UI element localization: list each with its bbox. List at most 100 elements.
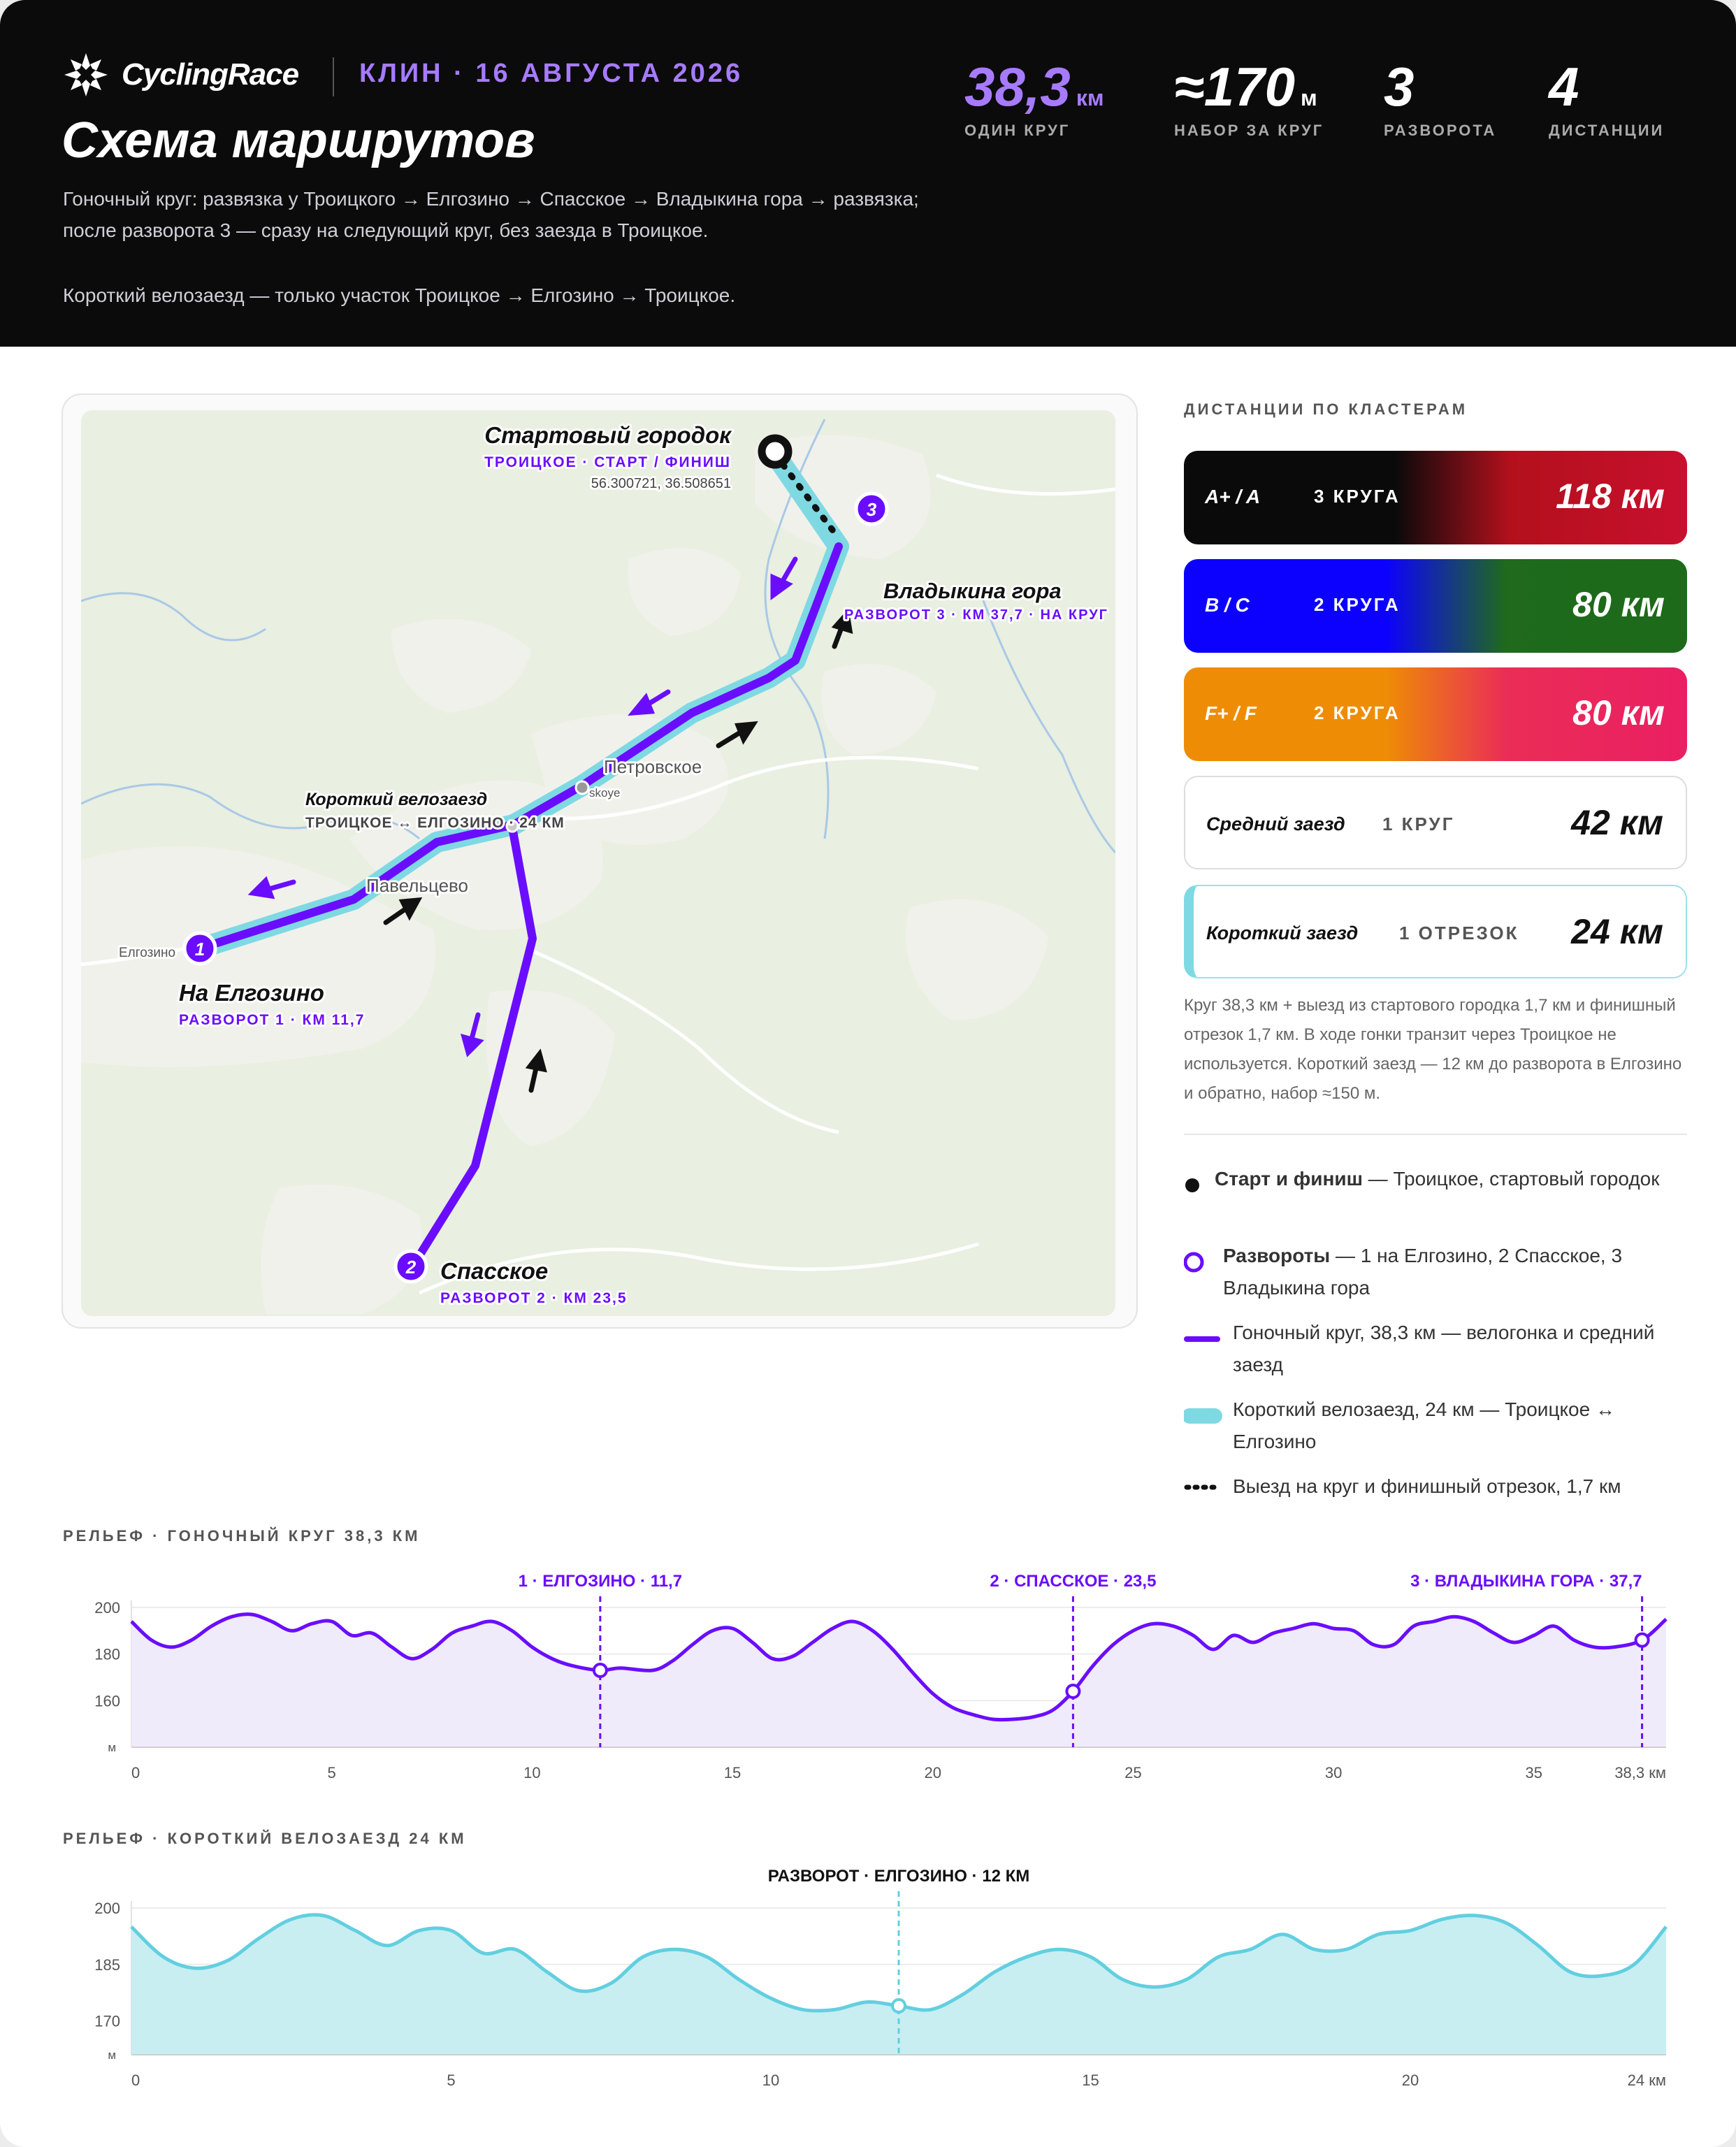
town-pavelcevo: Павельцево: [366, 875, 468, 896]
cluster-laps: 3 КРУГА: [1314, 486, 1401, 507]
turn-marker-number: 1: [195, 939, 205, 960]
x-tick-label: 24 км: [1628, 2072, 1666, 2089]
cluster-key: Короткий заезд: [1206, 923, 1359, 944]
x-tick-label: 0: [131, 2072, 140, 2089]
turn3-subtitle: РАЗВОРОТ 3 · КМ 37,7 · НА КРУГ: [844, 607, 1108, 623]
legend-divider: [1184, 1134, 1687, 1135]
transfer-line[interactable]: [772, 451, 842, 542]
elevation-area: [131, 1614, 1666, 1747]
header-divider: [333, 57, 334, 96]
legend-race-text: Гоночный круг, 38,3 км — велогонка и сре…: [1233, 1322, 1655, 1375]
x-tick-label: 5: [447, 2072, 455, 2089]
elevation-line: [130, 1612, 1668, 1722]
x-tick-label: 15: [724, 1764, 741, 1781]
turn-marker-point: [1065, 1684, 1081, 1699]
turn1-name: На Елгозино: [179, 980, 324, 1006]
stat-elevation: ≈170 м НАБОР ЗА КРУГ: [1174, 59, 1324, 140]
short-route-subtitle: ТРОИЦКОЕ ↔ ЕЛГОЗИНО · 24 КМ: [305, 815, 565, 831]
turn-marker-2[interactable]: 2: [393, 1249, 428, 1284]
cluster-distance: 80 км: [1572, 585, 1665, 624]
cluster-card-a[interactable]: A+ / A 3 КРУГА 118 км: [1184, 451, 1687, 544]
stat-label: ДИСТАНЦИИ: [1549, 122, 1665, 139]
legend-transfer-text: Выезд на круг и финишный отрезок, 1,7 км: [1233, 1475, 1621, 1497]
turn-marker-3[interactable]: 3: [854, 491, 889, 526]
y-tick-label: 185: [94, 1956, 120, 1974]
y-tick-label: 160: [94, 1692, 120, 1709]
brand-logo[interactable]: CyclingRace: [62, 50, 299, 99]
legend-short-route: Короткий велозаезд, 24 км — Троицкое ↔ Е…: [1184, 1394, 1687, 1458]
turn-marker-point: [592, 1663, 608, 1678]
cluster-key: F+ / F: [1205, 702, 1257, 724]
x-tick-label: 10: [523, 1764, 540, 1781]
cluster-card-medium[interactable]: Средний заезд 1 КРУГ 42 км: [1184, 776, 1687, 869]
event-info: КЛИН · 16 АВГУСТА 2026: [359, 59, 744, 88]
legend-start-finish: Старт и финиш — Троицкое, стартовый горо…: [1184, 1163, 1687, 1227]
legend-turns-bold: Развороты: [1223, 1245, 1331, 1266]
map-svg: 1 2 3 Стартовый городок ТРОИЦКОЕ · СТАРТ…: [81, 410, 1115, 1316]
x-tick-label: 0: [131, 1764, 140, 1781]
transfer-dots-icon: [1184, 1484, 1220, 1490]
cluster-card-short[interactable]: Короткий заезд 1 ОТРЕЗОК 24 км: [1184, 885, 1687, 978]
y-tick-label: 180: [94, 1646, 120, 1663]
x-tick-label: 20: [1402, 2072, 1419, 2089]
cluster-distance: 42 км: [1571, 803, 1663, 842]
cluster-laps: 1 КРУГ: [1382, 814, 1455, 834]
cluster-card-f[interactable]: F+ / F 2 КРУГА 80 км: [1184, 667, 1687, 761]
page-title: Схема маршрутов: [62, 113, 535, 168]
stat-label: РАЗВОРОТА: [1384, 122, 1497, 139]
elevation-short-title: РЕЛЬЕФ · КОРОТКИЙ ВЕЛОЗАЕЗД 24 КМ: [63, 1830, 467, 1847]
cluster-key: B / C: [1205, 594, 1250, 616]
legend-transfer: Выезд на круг и финишный отрезок, 1,7 км: [1184, 1470, 1687, 1505]
turn2-subtitle: РАЗВОРОТ 2 · КМ 23,5: [440, 1290, 628, 1306]
legend-start-bold: Старт и финиш: [1215, 1168, 1363, 1190]
town-elgozino: Елгозино: [119, 946, 175, 960]
stat-label: ОДИН КРУГ: [964, 122, 1071, 139]
turn-marker-point: [1634, 1632, 1650, 1648]
town-petrovskoe-small: skoye: [589, 786, 620, 800]
stat-value: 4: [1549, 56, 1579, 117]
route-description: Гоночный круг: развязка у Троицкого → Ел…: [63, 188, 919, 241]
x-tick-label: 10: [762, 2072, 779, 2089]
route-map[interactable]: 1 2 3 Стартовый городок ТРОИЦКОЕ · СТАРТ…: [81, 410, 1115, 1316]
direction-arrow-icon: [247, 876, 296, 899]
direction-arrow-icon: [770, 556, 798, 600]
cluster-card-b[interactable]: B / C 2 КРУГА 80 км: [1184, 559, 1687, 653]
turn-marker-number: 3: [867, 499, 877, 520]
short-route-description: Короткий велозаезд — только участок Трои…: [63, 284, 736, 306]
elevation-short-chart[interactable]: 170 185 200 м 0 5 10 15 20 24 км РАЗВОРОТ · ЕЛГОЗИ…: [0, 1859, 1736, 2125]
turn-marker-label: РАЗВОРОТ · ЕЛГОЗИНО · 12 КМ: [768, 1867, 1029, 1886]
x-tick-label: 20: [924, 1764, 941, 1781]
y-unit-label: м: [108, 2048, 116, 2062]
cluster-key: A+ / A: [1205, 486, 1261, 507]
stat-value: 3: [1384, 56, 1415, 117]
turn-marker-1[interactable]: 1: [182, 931, 217, 966]
legend-short-text: Короткий велозаезд, 24 км — Троицкое ↔ Е…: [1233, 1398, 1615, 1452]
turn2-name: Спасское: [440, 1258, 548, 1284]
start-finish-marker[interactable]: [758, 434, 793, 469]
cluster-distance: 24 км: [1571, 912, 1663, 951]
turn-marker-point: [891, 1998, 906, 2014]
x-tick-label: 15: [1082, 2072, 1099, 2089]
direction-arrow-icon: [716, 721, 758, 749]
turn-marker-label: 1 · ЕЛГОЗИНО · 11,7: [519, 1572, 682, 1591]
elevation-race-chart[interactable]: 160 180 200 м 0 5 10 15 20 25 30 35 38,3 км 1 · ЕЛГОЗ…: [0, 1559, 1736, 1810]
cluster-laps: 2 КРУГА: [1314, 702, 1401, 723]
direction-arrow-icon: [383, 897, 423, 925]
stat-value: 38,3: [964, 56, 1071, 117]
start-dot-icon: [1185, 1178, 1199, 1192]
x-tick-label: 25: [1124, 1764, 1141, 1781]
cluster-distance: 80 км: [1572, 693, 1665, 732]
elevation-race-title: РЕЛЬЕФ · ГОНОЧНЫЙ КРУГ 38,3 КМ: [63, 1527, 421, 1545]
legend-turns: Развороты — 1 на Елгозино, 2 Спасское, 3…: [1184, 1240, 1687, 1304]
x-tick-label: 35: [1526, 1764, 1542, 1781]
short-line-icon: [1184, 1408, 1222, 1424]
clusters-title: ДИСТАНЦИИ ПО КЛАСТЕРАМ: [1184, 400, 1468, 418]
turn-marker-label: 3 · ВЛАДЫКИНА ГОРА · 37,7: [1410, 1572, 1642, 1591]
direction-arrow-icon: [525, 1048, 547, 1093]
turn-marker-label: 2 · СПАССКОЕ · 23,5: [990, 1572, 1156, 1591]
cluster-key: Средний заезд: [1206, 814, 1345, 834]
race-loop-spasskoe-leg[interactable]: [409, 823, 537, 1270]
distance-note: Круг 38,3 км + выезд из стартового город…: [1184, 996, 1682, 1103]
short-route-title: Короткий велозаезд: [305, 790, 487, 809]
